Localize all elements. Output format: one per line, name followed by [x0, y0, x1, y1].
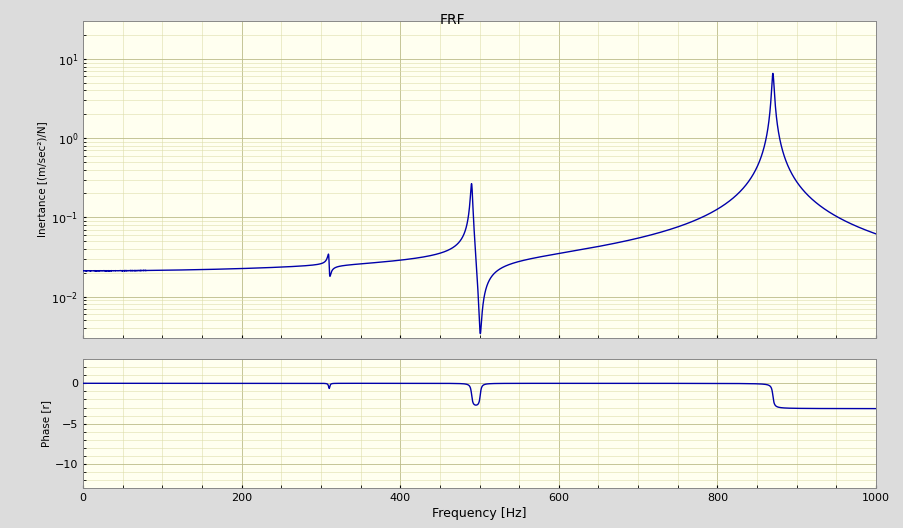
- Y-axis label: Phase [r]: Phase [r]: [41, 400, 51, 447]
- Y-axis label: Inertance [(m/sec²)/N]: Inertance [(m/sec²)/N]: [37, 121, 47, 238]
- Text: FRF: FRF: [439, 13, 464, 27]
- X-axis label: Frequency [Hz]: Frequency [Hz]: [432, 507, 526, 521]
